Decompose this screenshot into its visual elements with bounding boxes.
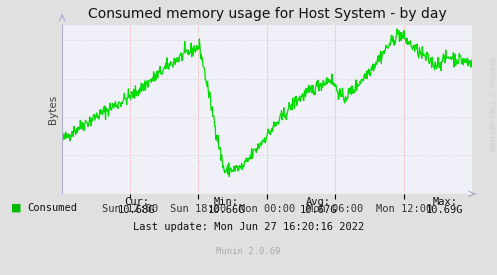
Text: ■: ■ bbox=[11, 203, 21, 213]
Text: Last update: Mon Jun 27 16:20:16 2022: Last update: Mon Jun 27 16:20:16 2022 bbox=[133, 222, 364, 232]
Text: 10.69G: 10.69G bbox=[426, 205, 464, 215]
Title: Consumed memory usage for Host System - by day: Consumed memory usage for Host System - … bbox=[88, 7, 446, 21]
Text: Avg:: Avg: bbox=[306, 197, 331, 207]
Y-axis label: Bytes: Bytes bbox=[48, 95, 58, 124]
Text: RRDTOOL / TOBI OETIKER: RRDTOOL / TOBI OETIKER bbox=[488, 58, 494, 151]
Text: Max:: Max: bbox=[432, 197, 457, 207]
Text: Munin 2.0.69: Munin 2.0.69 bbox=[216, 247, 281, 256]
Text: Min:: Min: bbox=[214, 197, 239, 207]
Text: Cur:: Cur: bbox=[124, 197, 149, 207]
Text: 10.66G: 10.66G bbox=[207, 205, 245, 215]
Text: 10.68G: 10.68G bbox=[118, 205, 156, 215]
Text: Consumed: Consumed bbox=[27, 203, 78, 213]
Text: 10.67G: 10.67G bbox=[299, 205, 337, 215]
